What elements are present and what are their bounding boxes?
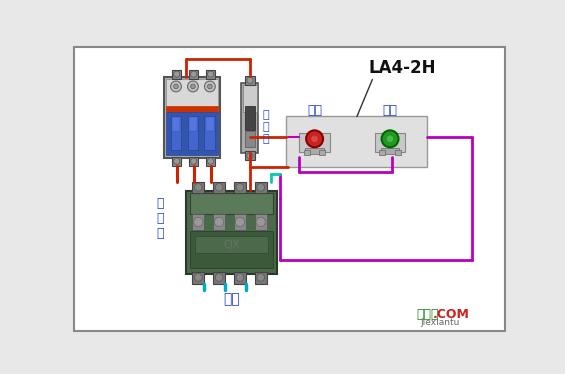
- Circle shape: [311, 135, 319, 142]
- Circle shape: [173, 84, 179, 89]
- Circle shape: [194, 217, 203, 227]
- Circle shape: [215, 217, 224, 227]
- Text: 接
触
器: 接 触 器: [157, 197, 164, 240]
- Circle shape: [257, 184, 264, 191]
- Text: 负载: 负载: [223, 292, 240, 306]
- Bar: [195, 236, 268, 253]
- Bar: [245, 151, 254, 160]
- Bar: [172, 117, 180, 131]
- Bar: [189, 117, 197, 131]
- Circle shape: [236, 184, 244, 191]
- Text: jiexiantu: jiexiantu: [420, 318, 460, 327]
- Bar: [234, 182, 246, 193]
- Bar: [190, 193, 273, 214]
- Circle shape: [247, 77, 253, 83]
- Bar: [206, 117, 214, 131]
- Bar: [189, 157, 198, 166]
- Circle shape: [194, 273, 202, 281]
- Bar: [254, 272, 267, 283]
- Bar: [166, 112, 218, 155]
- Bar: [299, 133, 330, 152]
- Bar: [379, 150, 385, 155]
- Circle shape: [256, 217, 266, 227]
- Circle shape: [190, 158, 197, 164]
- Circle shape: [215, 184, 223, 191]
- Bar: [305, 148, 324, 154]
- Text: 启动: 启动: [383, 104, 398, 117]
- Text: meilele: meilele: [220, 245, 251, 254]
- Bar: [234, 214, 246, 230]
- Bar: [286, 116, 427, 166]
- Bar: [304, 150, 310, 155]
- Text: 停止: 停止: [307, 104, 322, 117]
- Circle shape: [386, 135, 394, 142]
- Bar: [172, 70, 181, 79]
- Bar: [243, 85, 257, 112]
- Bar: [166, 107, 218, 112]
- Bar: [164, 77, 220, 158]
- Circle shape: [190, 71, 197, 77]
- Bar: [172, 157, 181, 166]
- Bar: [241, 83, 258, 153]
- Bar: [395, 150, 401, 155]
- Bar: [381, 148, 399, 154]
- Bar: [171, 116, 181, 150]
- Bar: [213, 182, 225, 193]
- Circle shape: [188, 81, 198, 92]
- Bar: [245, 107, 255, 129]
- Bar: [245, 131, 255, 147]
- Bar: [213, 214, 225, 230]
- Bar: [190, 231, 273, 268]
- Bar: [254, 182, 267, 193]
- Circle shape: [215, 273, 223, 281]
- Text: 断
路
器: 断 路 器: [262, 110, 269, 144]
- Circle shape: [247, 153, 253, 159]
- Circle shape: [207, 71, 214, 77]
- Text: 接线图: 接线图: [416, 308, 439, 321]
- Bar: [205, 116, 215, 150]
- Circle shape: [306, 131, 323, 147]
- Circle shape: [173, 158, 180, 164]
- Text: CJX: CJX: [223, 240, 240, 250]
- Circle shape: [173, 71, 180, 77]
- Text: .COM: .COM: [433, 308, 470, 321]
- Circle shape: [257, 273, 264, 281]
- Bar: [206, 157, 215, 166]
- Bar: [192, 182, 205, 193]
- Text: LA4-2H: LA4-2H: [368, 59, 436, 77]
- Circle shape: [235, 217, 245, 227]
- Circle shape: [207, 158, 214, 164]
- Circle shape: [205, 81, 215, 92]
- Circle shape: [190, 84, 195, 89]
- Bar: [192, 214, 205, 230]
- Circle shape: [236, 273, 244, 281]
- Circle shape: [194, 184, 202, 191]
- Bar: [254, 214, 267, 230]
- Bar: [166, 79, 218, 108]
- Circle shape: [381, 131, 398, 147]
- Bar: [213, 272, 225, 283]
- Bar: [192, 272, 205, 283]
- Bar: [319, 150, 325, 155]
- Bar: [234, 272, 246, 283]
- Bar: [375, 133, 406, 152]
- Bar: [188, 116, 198, 150]
- Circle shape: [171, 81, 181, 92]
- Bar: [186, 191, 277, 275]
- Bar: [245, 76, 254, 85]
- Circle shape: [207, 84, 212, 89]
- Bar: [189, 70, 198, 79]
- Bar: [206, 70, 215, 79]
